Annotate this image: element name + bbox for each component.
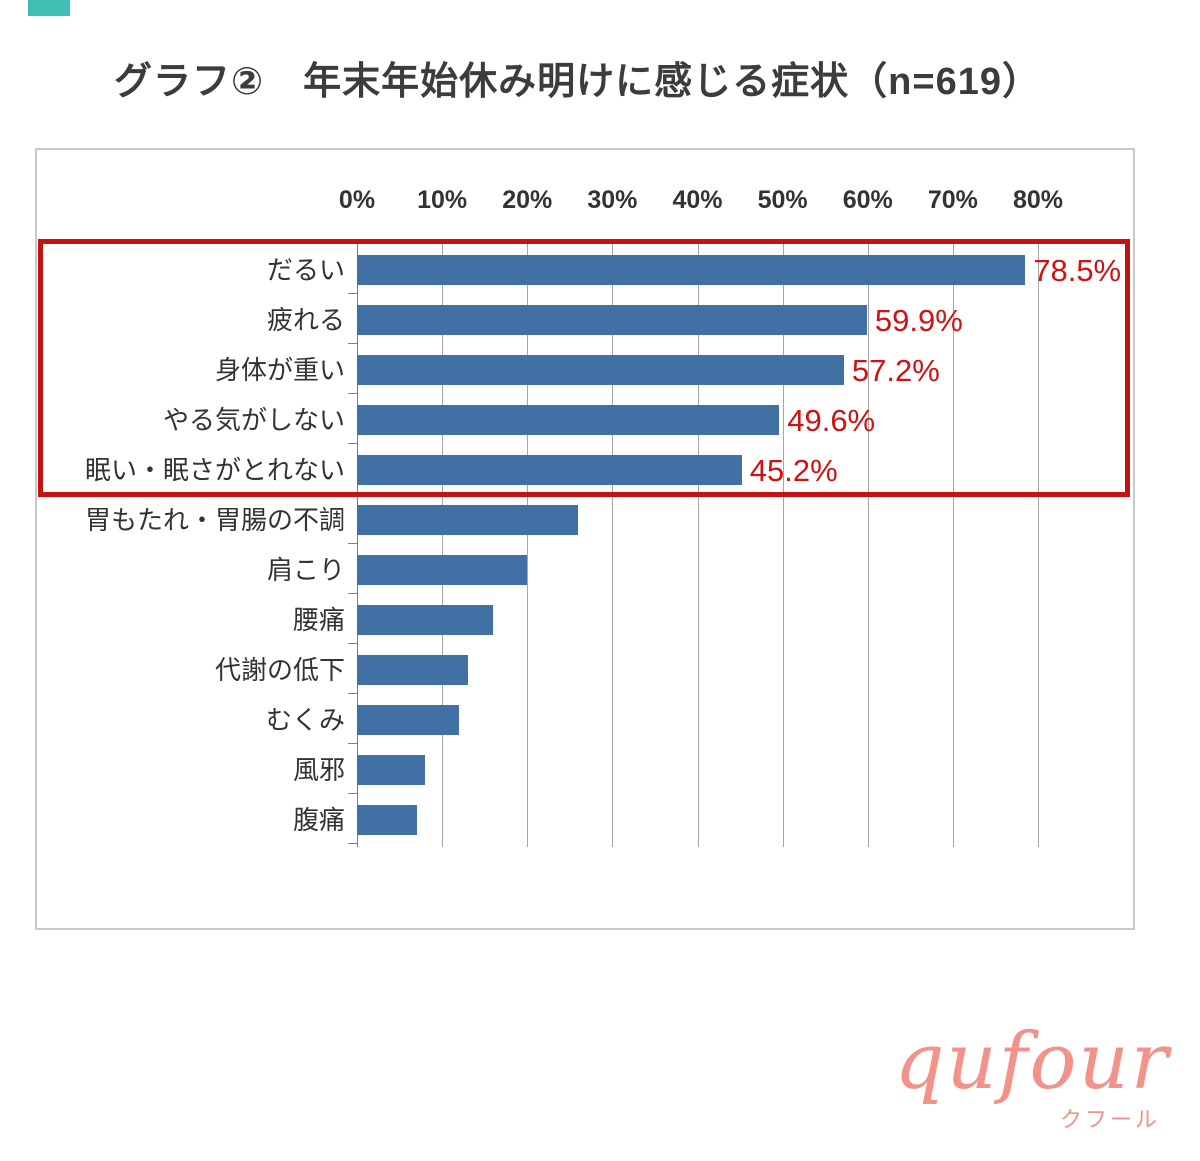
bar [357,705,460,735]
y-axis-tick [348,843,357,844]
bar-row: 肩こり [37,545,1133,595]
x-tick-label: 40% [672,186,723,214]
y-axis-line [357,242,358,847]
value-label: 57.2% [851,353,940,388]
y-axis-tick [348,793,357,794]
y-axis-tick [348,243,357,244]
category-label: 胃もたれ・胃腸の不調 [84,505,345,535]
bar [357,555,528,585]
bar-row: 腰痛 [37,595,1133,645]
gridline [1038,242,1039,847]
gridline [867,242,869,847]
y-axis-tick [348,343,357,344]
bar-row: 身体が重い 57.2% [37,345,1133,395]
chart-title: グラフ② 年末年始休み明けに感じる症状（n=619） [114,61,1041,103]
category-label: 腹痛 [292,805,345,835]
bar [357,455,742,485]
category-label: 眠い・眠さがとれない [84,455,345,485]
bar-row: だるい 78.5% [37,245,1133,295]
x-tick-label: 10% [417,186,468,214]
gridline [782,242,784,847]
bar-row: 代謝の低下 [37,645,1133,695]
category-label: 腰痛 [292,605,345,635]
bar [357,755,426,785]
bar [357,605,494,635]
gridline [697,242,699,847]
value-label: 49.6% [787,403,876,438]
gridline [612,242,614,847]
bar-row: むくみ [37,695,1133,745]
y-axis-tick [348,743,357,744]
x-tick-label: 30% [587,186,638,214]
x-tick-label: 80% [1012,186,1064,214]
y-axis-tick [348,643,357,644]
bar [357,505,579,535]
bar-row: やる気がしない 49.6% [37,395,1133,445]
x-tick-label: 20% [502,186,553,214]
x-tick-label: 0% [338,186,376,214]
logo-subtitle: クフール [1059,1107,1160,1132]
chart-frame: 0% 10% 20% 30% 40% 50% 60% 70% 80% だるい 78.5% 疲れる 59… [35,148,1135,930]
category-label: 身体が重い [214,355,345,385]
bar-row: 眠い・眠さがとれない 45.2% [37,445,1133,495]
value-label: 78.5% [1033,253,1122,288]
bar [357,805,417,835]
bar [357,355,844,385]
bar [357,655,468,685]
category-label: 疲れる [266,305,345,335]
category-label: 肩こり [266,555,345,585]
x-tick-label: 70% [927,186,978,214]
bar-row: 風邪 [37,745,1133,795]
teal-corner-mark [28,0,70,16]
bar-row: 腹痛 [37,795,1133,845]
y-axis-tick [348,393,357,394]
category-label: だるい [266,255,345,285]
category-label: 代謝の低下 [214,655,345,685]
x-tick-label: 60% [842,186,893,214]
bar-row: 胃もたれ・胃腸の不調 [37,495,1133,545]
y-axis-tick [348,693,357,694]
y-axis-tick [348,443,357,444]
bar [357,305,867,335]
y-axis-tick [348,543,357,544]
y-axis-tick [348,593,357,594]
category-label: やる気がしない [162,405,345,435]
y-axis-tick [348,293,357,294]
x-tick-label: 50% [757,186,808,214]
category-label: 風邪 [292,755,345,785]
bar-row: 疲れる 59.9% [37,295,1133,345]
category-label: むくみ [265,705,345,735]
gridline [952,242,954,847]
qufour-logo: qufour クフール [870,1022,1170,1134]
value-label: 59.9% [874,303,963,338]
bar [357,255,1026,285]
value-label: 45.2% [749,453,838,488]
bar [357,405,780,435]
gridline [442,242,444,847]
logo-wordmark: qufour [894,1017,1170,1107]
gridline [527,242,529,847]
